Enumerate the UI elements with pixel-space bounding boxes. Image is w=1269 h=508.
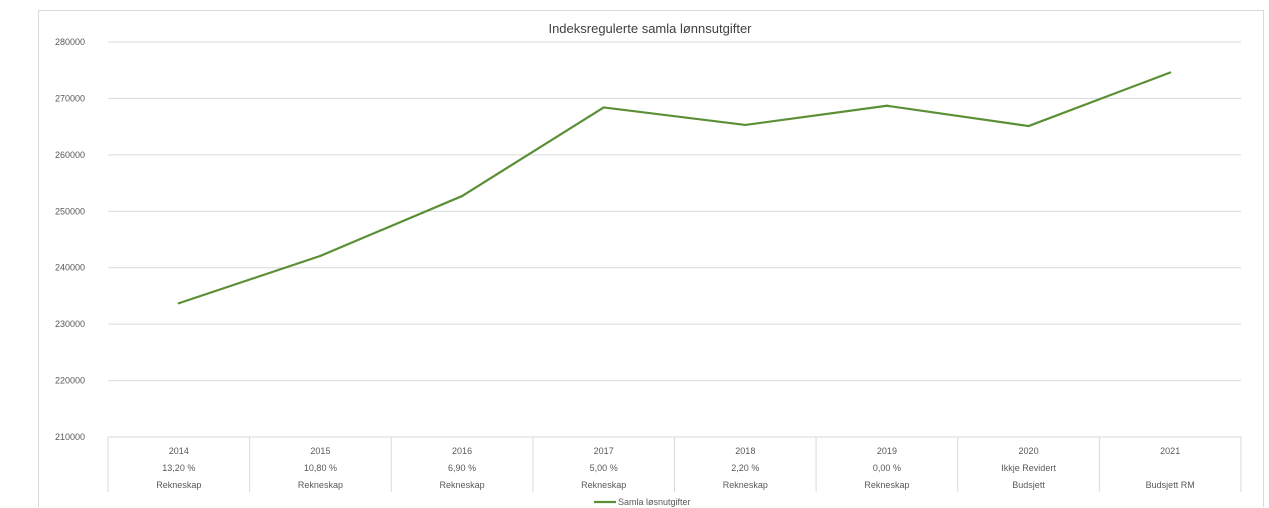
category-label: 5,00 % [590, 463, 618, 473]
category-label: Budsjett RM [1146, 480, 1195, 490]
data-point [744, 123, 747, 127]
category-label: 6,90 % [448, 463, 476, 473]
y-tick-label: 250000 [55, 206, 85, 216]
y-tick-label: 230000 [55, 319, 85, 329]
category-label: Rekneskap [723, 480, 768, 490]
category-label: 2018 [735, 446, 755, 456]
category-label: 2020 [1019, 446, 1039, 456]
data-point [460, 194, 464, 198]
legend-label: Samla løsnutgifter [618, 497, 691, 507]
category-label: 2015 [310, 446, 330, 456]
category-label: 2019 [877, 446, 897, 456]
chart-title: Indeksregulerte samla lønnsutgifter [548, 21, 752, 36]
y-tick-label: 280000 [55, 37, 85, 47]
category-label: 2016 [452, 446, 472, 456]
y-tick-label: 220000 [55, 376, 85, 386]
category-label: 2021 [1160, 446, 1180, 456]
y-tick-label: 260000 [55, 150, 85, 160]
y-tick-label: 210000 [55, 432, 85, 442]
category-label: 2014 [169, 446, 189, 456]
legend: Samla løsnutgifter [594, 497, 691, 507]
y-axis-ticks: 210000 220000 230000 240000 250000 260000 2700… [55, 37, 85, 442]
series-line [178, 71, 1171, 305]
data-point [1027, 124, 1030, 128]
gridlines [108, 41, 1241, 438]
category-label: Rekneskap [440, 480, 485, 490]
category-label: Rekneskap [156, 480, 201, 490]
category-label: 10,80 % [304, 463, 337, 473]
category-label: Ikkje Revidert [1001, 463, 1056, 473]
category-table: 2014 13,20 % Rekneskap 2015 10,80 % Rekneskap… [107, 437, 1242, 492]
category-label: 13,20 % [162, 463, 195, 473]
data-point [177, 302, 180, 305]
chart-frame [38, 10, 1264, 507]
category-label: 2,20 % [731, 463, 759, 473]
category-label: Rekneskap [581, 480, 626, 490]
data-point [1169, 71, 1172, 74]
data-point [602, 106, 605, 109]
category-label: Budsjett [1012, 480, 1045, 490]
data-point [319, 254, 322, 257]
series-lines [177, 71, 1172, 305]
category-label: Rekneskap [864, 480, 909, 490]
category-label: Rekneskap [298, 480, 343, 490]
category-label: 0,00 % [873, 463, 901, 473]
y-tick-label: 240000 [55, 263, 85, 273]
y-tick-label: 270000 [55, 93, 85, 103]
data-point [885, 104, 889, 107]
category-label: 2017 [594, 446, 614, 456]
